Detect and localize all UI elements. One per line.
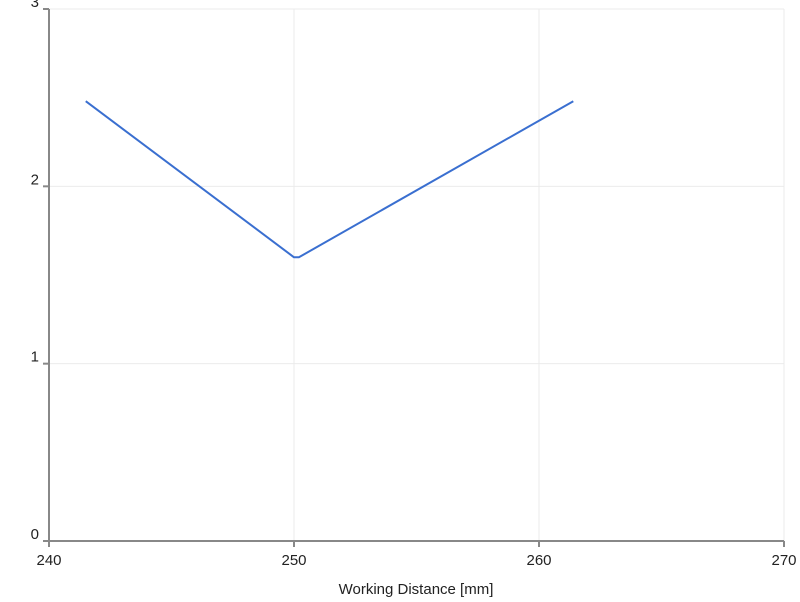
x-tick-label: 240 xyxy=(36,552,61,569)
line xyxy=(85,100,574,259)
x-tick-label: 260 xyxy=(526,552,551,569)
y-tick-label: 0 xyxy=(31,526,39,543)
x-axis-label: Working Distance [mm] xyxy=(339,581,494,598)
y-tick-label: 1 xyxy=(31,349,39,366)
x-tick-label: 270 xyxy=(771,552,796,569)
y-tick-label: 3 xyxy=(31,0,39,11)
x-tick-label: 250 xyxy=(281,552,306,569)
y-tick-label: 2 xyxy=(31,171,39,188)
